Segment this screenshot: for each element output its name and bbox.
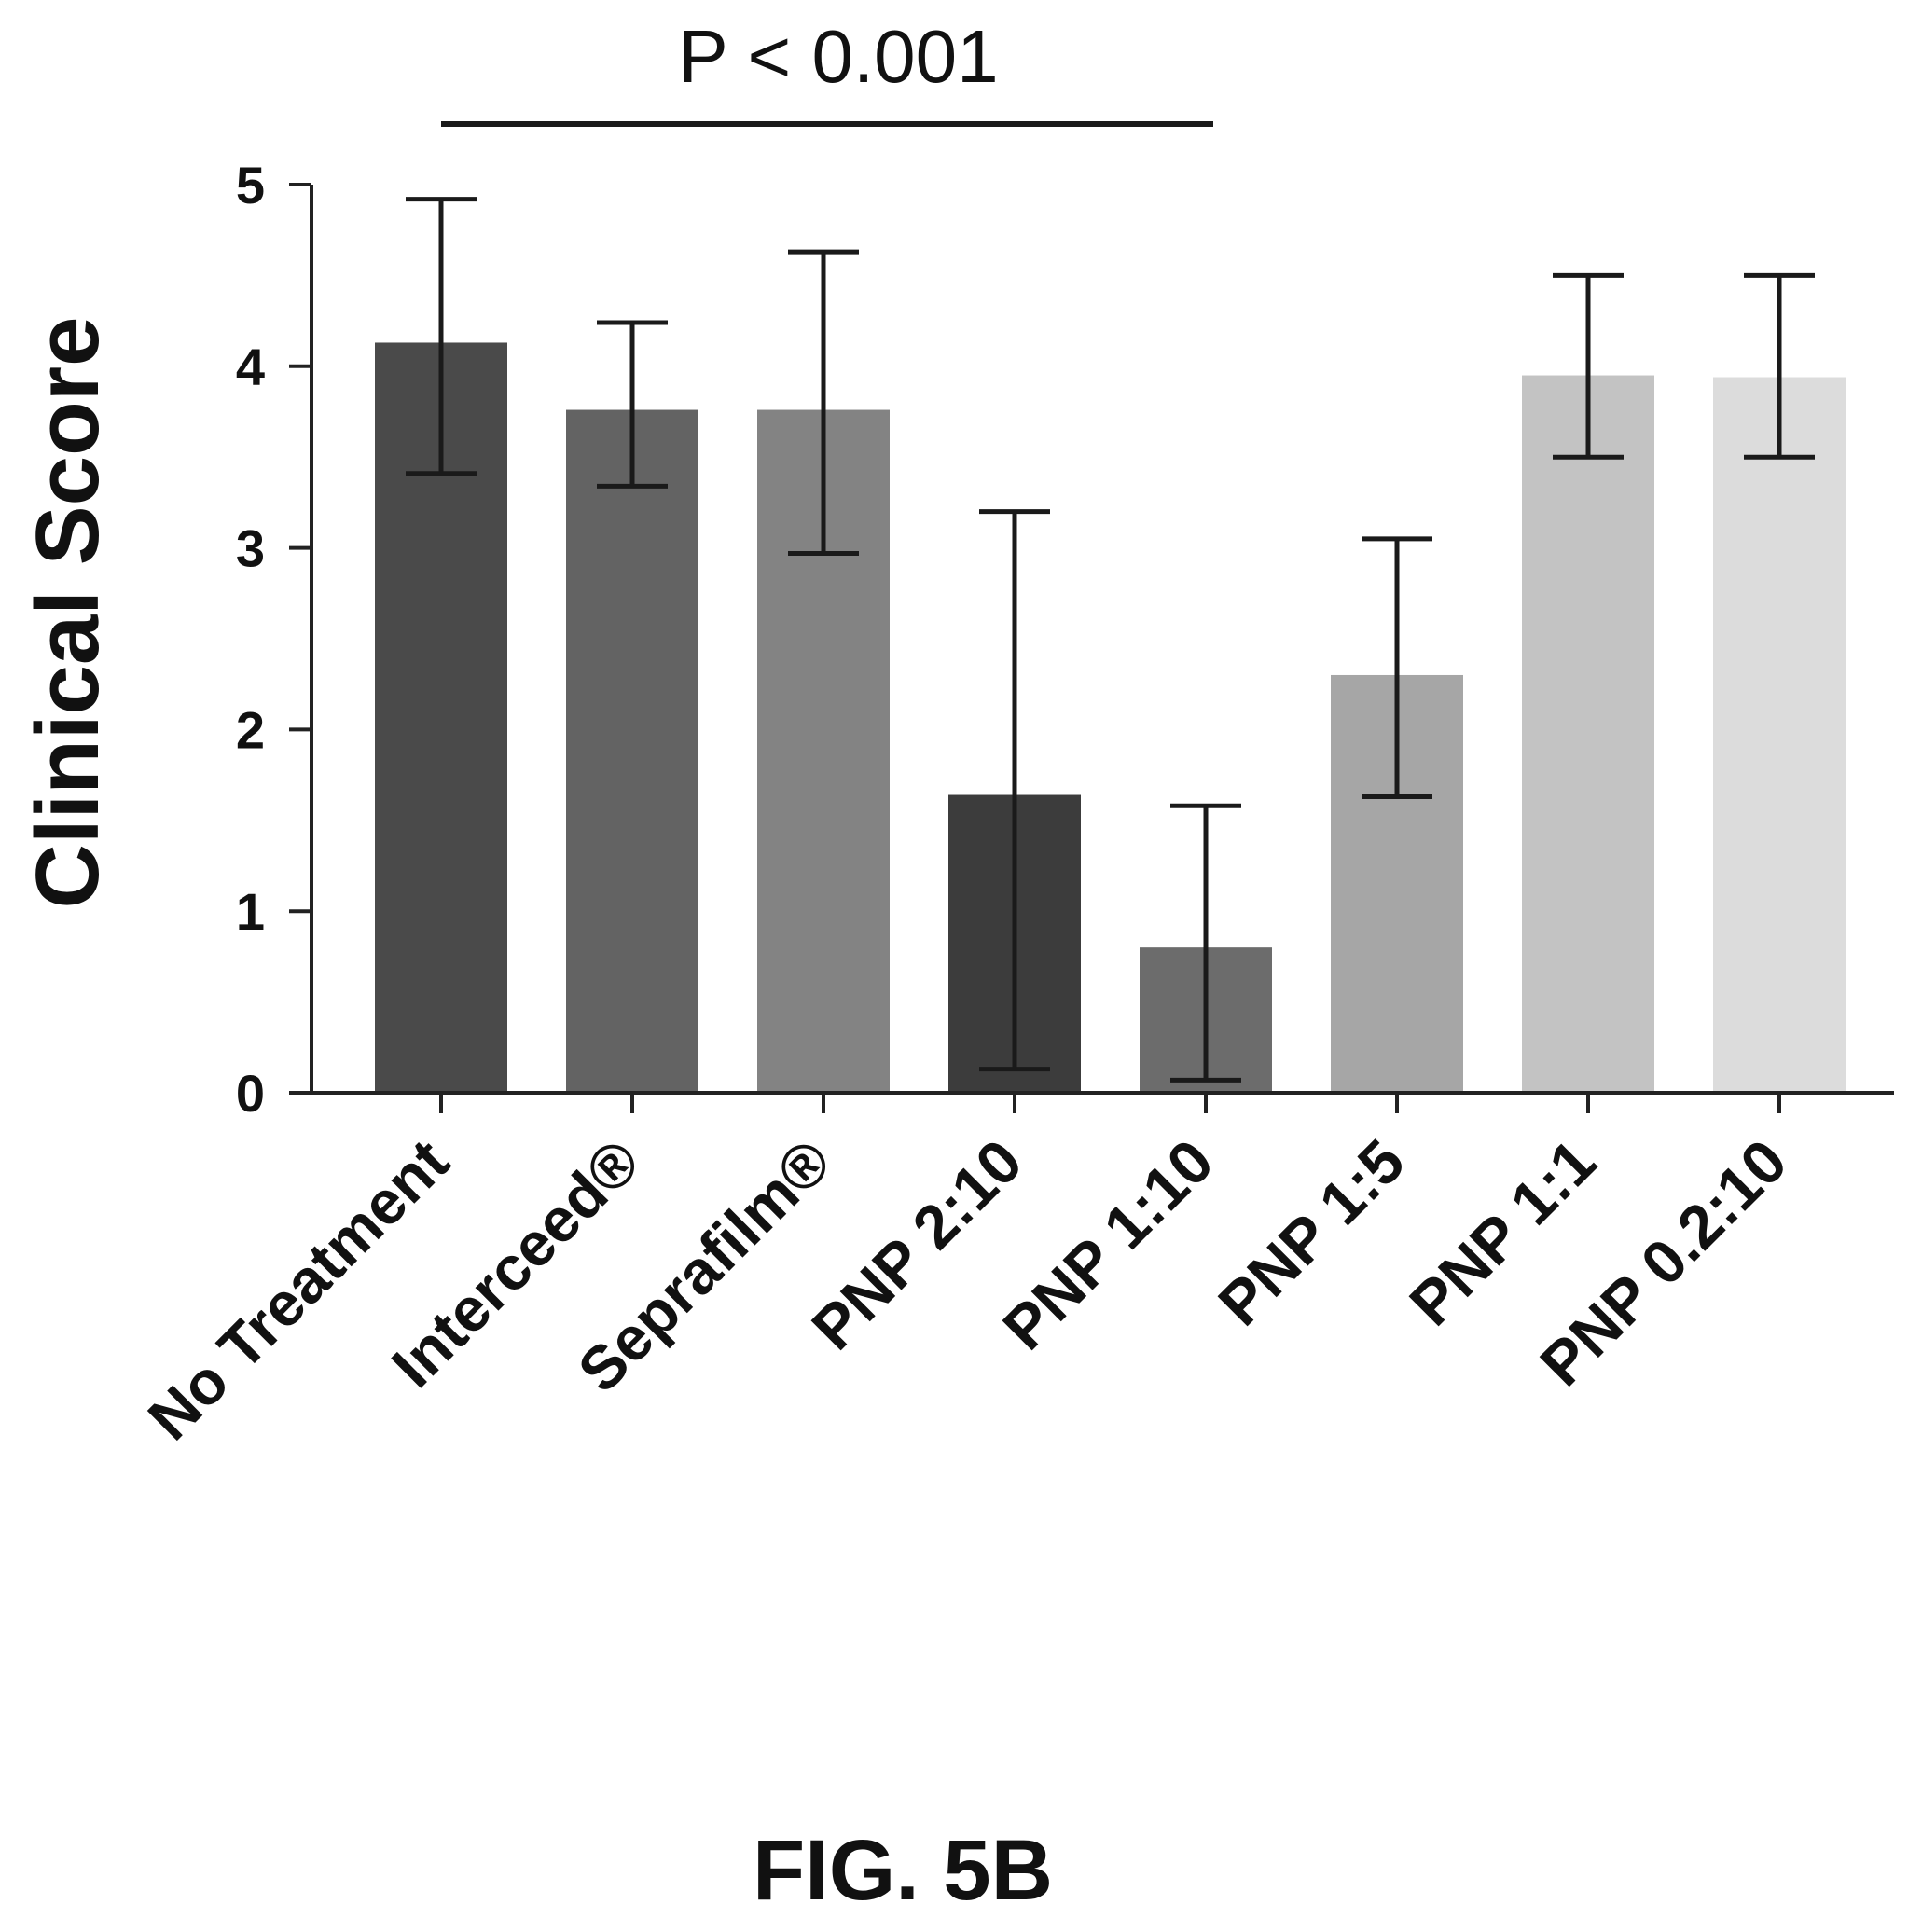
error-bar (597, 320, 668, 489)
y-tick-label: 4 (236, 338, 265, 396)
error-bar (1553, 272, 1624, 460)
y-tick-label: 1 (236, 882, 265, 941)
error-bar (979, 509, 1050, 1072)
error-bars-layer (406, 197, 1815, 1083)
x-tick-label: No Treatment (134, 1126, 462, 1454)
significance-label: P < 0.001 (678, 15, 998, 98)
error-bar (406, 197, 477, 476)
x-tick-label: PNP 1:5 (1205, 1126, 1417, 1339)
error-bar (1744, 272, 1815, 460)
bar (566, 409, 698, 1093)
bar (1713, 377, 1846, 1093)
error-bar (1362, 536, 1432, 799)
y-tick-label: 3 (236, 519, 265, 578)
y-tick-label: 5 (236, 156, 265, 214)
y-ticks-layer: 0 1 2 3 4 5 (236, 156, 311, 1123)
y-axis-title: Clinical Score (18, 317, 118, 909)
x-tick-label: PNP 2:10 (798, 1126, 1035, 1363)
error-bar (1170, 803, 1241, 1083)
error-bar (788, 249, 859, 556)
y-tick-label: 0 (236, 1064, 265, 1123)
y-tick-label: 2 (236, 700, 265, 759)
x-ticks-layer (439, 1093, 1781, 1113)
bar (1522, 375, 1654, 1093)
figure-label: FIG. 5B (753, 1823, 1053, 1918)
x-tick-label: PNP 1:10 (989, 1126, 1226, 1363)
bars-layer (375, 342, 1846, 1093)
